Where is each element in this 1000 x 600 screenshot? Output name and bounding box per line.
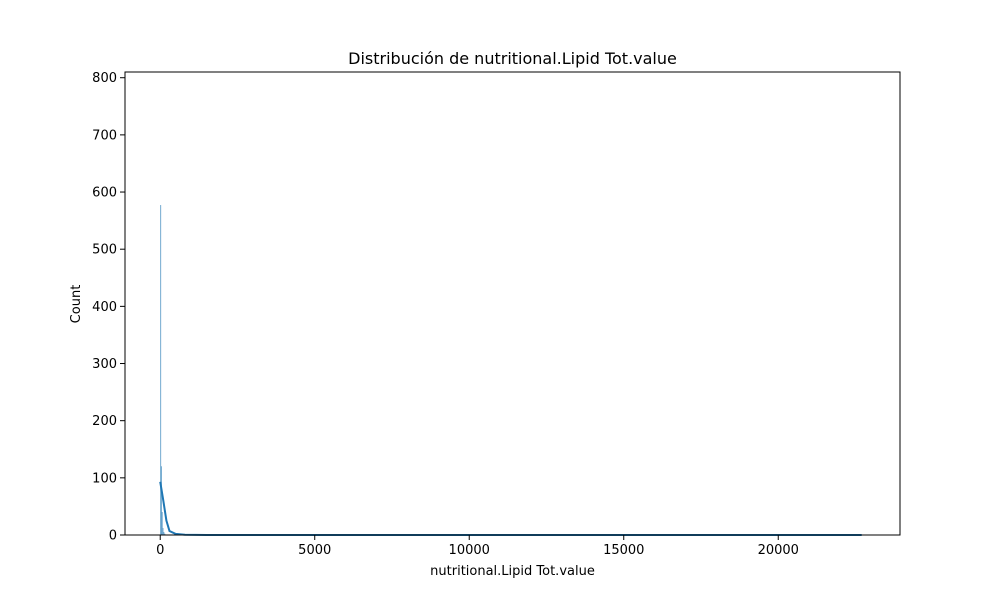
y-tick-label-4: 400 — [92, 300, 117, 315]
x-axis-label: nutritional.Lipid Tot.value — [430, 564, 595, 579]
y-tick-label-5: 500 — [92, 243, 117, 258]
x-tick-label-4: 20000 — [758, 543, 799, 558]
y-tick-label-3: 300 — [92, 357, 117, 372]
plot-frame — [124, 71, 901, 536]
y-axis-label: Count — [69, 285, 84, 324]
y-tick-label-6: 600 — [92, 186, 117, 201]
y-tick-label-2: 200 — [92, 414, 117, 429]
plot-area: 0 5000 10000 15000 20000 0 100 200 300 400 500 600 7… — [92, 71, 901, 558]
y-tick-label-8: 800 — [92, 71, 117, 86]
y-tick-label-0: 0 — [109, 529, 117, 544]
x-tick-label-1: 5000 — [298, 543, 331, 558]
x-tick-label-2: 10000 — [449, 543, 490, 558]
chart-title: Distribución de nutritional.Lipid Tot.va… — [348, 49, 677, 68]
y-tick-label-7: 700 — [92, 128, 117, 143]
y-tick-label-1: 100 — [92, 471, 117, 486]
x-tick-label-0: 0 — [156, 543, 164, 558]
x-tick-label-3: 15000 — [603, 543, 644, 558]
kde-line — [159, 481, 862, 536]
